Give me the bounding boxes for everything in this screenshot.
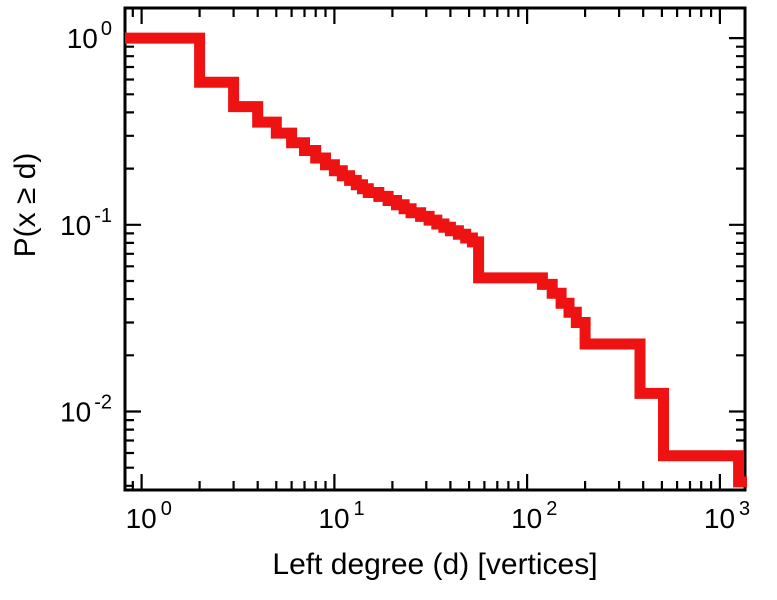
x-axis-title: Left degree (d) [vertices] (272, 548, 598, 581)
y-axis-title: P(x ≥ d) (9, 152, 42, 258)
plot-frame (123, 6, 747, 492)
x-tick-label: 10 0 (126, 498, 172, 534)
x-tick-label: 10 3 (704, 498, 750, 534)
y-tick-label: 10 -1 (60, 205, 112, 241)
x-tick-label: 10 1 (318, 498, 364, 534)
axis-ticks (125, 8, 745, 490)
x-tick-label: 10 2 (511, 498, 557, 534)
y-tick-label: 10 0 (67, 18, 112, 54)
y-tick-label: 10 -2 (60, 392, 112, 428)
ccdf-step-line (125, 32, 747, 488)
